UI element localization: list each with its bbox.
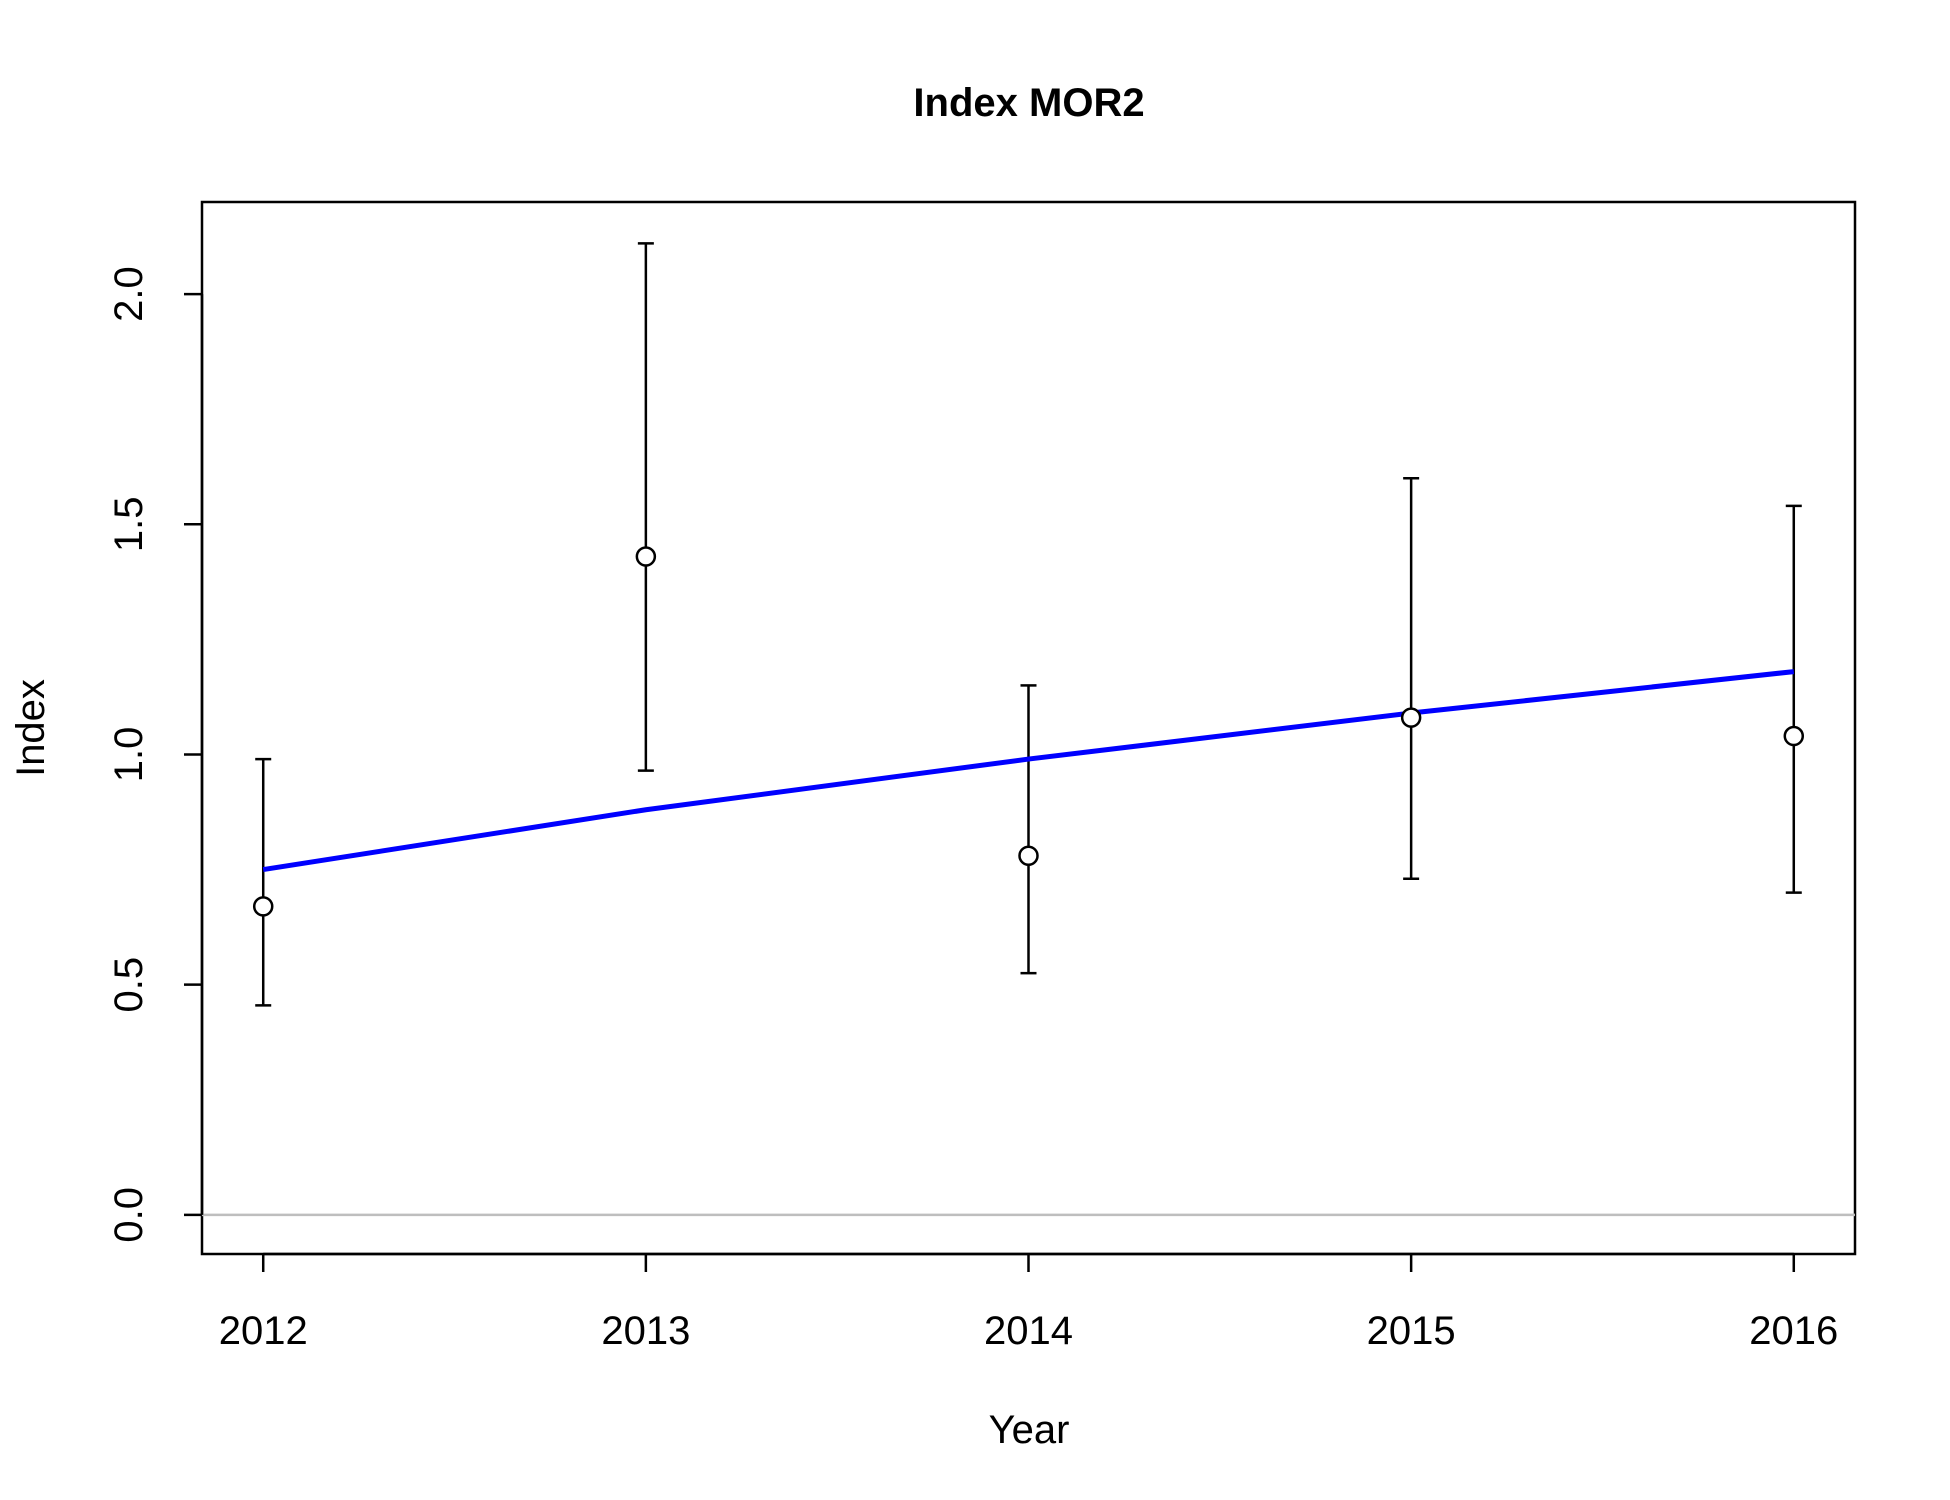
data-point bbox=[252, 896, 274, 917]
error-bars bbox=[255, 242, 1802, 1007]
error-bar bbox=[255, 757, 272, 1007]
y-tick-label: 1.0 bbox=[107, 727, 151, 783]
error-bar bbox=[637, 242, 654, 772]
data-point bbox=[1783, 725, 1805, 747]
y-tick-label: 2.0 bbox=[107, 266, 151, 322]
x-tick-label: 2012 bbox=[219, 1309, 308, 1353]
error-bar bbox=[1403, 476, 1420, 881]
x-tick-label: 2014 bbox=[984, 1309, 1073, 1353]
data-point bbox=[1018, 845, 1039, 867]
observed-points bbox=[252, 546, 1805, 917]
x-tick-label: 2013 bbox=[601, 1309, 690, 1353]
error-bar bbox=[1785, 504, 1802, 894]
data-point bbox=[635, 546, 657, 567]
chart-title: Index MOR2 bbox=[913, 81, 1144, 125]
y-axis: 0.0 0.5 1.0 1.5 2.0 bbox=[107, 266, 204, 1243]
y-tick-label: 1.5 bbox=[107, 496, 151, 552]
fitted-line bbox=[262, 669, 1795, 873]
y-tick-label: 0.5 bbox=[107, 957, 151, 1013]
x-tick-label: 2016 bbox=[1749, 1309, 1838, 1353]
x-axis: 2012 2013 2014 2015 2016 bbox=[219, 1252, 1838, 1353]
error-bar bbox=[1020, 684, 1037, 975]
x-axis-label: Year bbox=[989, 1408, 1070, 1452]
x-tick-label: 2015 bbox=[1367, 1309, 1456, 1353]
y-axis-label: Index bbox=[9, 679, 53, 777]
data-point bbox=[1400, 707, 1422, 728]
y-tick-label: 0.0 bbox=[107, 1187, 151, 1243]
